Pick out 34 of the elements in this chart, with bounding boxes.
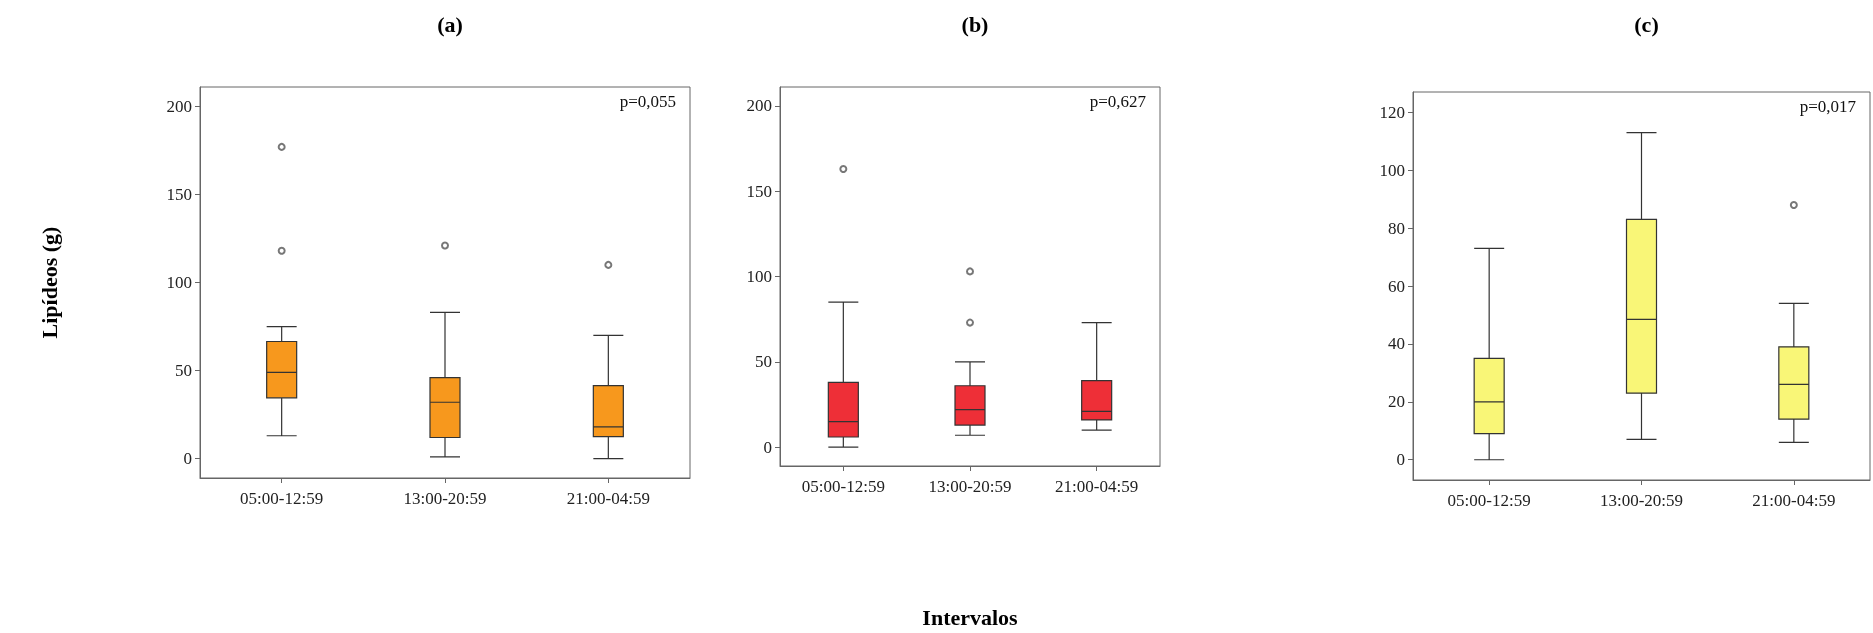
y-tick-label: 0 xyxy=(183,449,192,469)
y-tick-label: 150 xyxy=(746,181,772,201)
x-tick-label: 21:00-04:59 xyxy=(566,489,650,508)
annotation: p=0,017 xyxy=(1799,97,1857,116)
y-tick-label: 80 xyxy=(1388,218,1405,238)
chart-title: (a) xyxy=(437,11,463,37)
x-axis-title: Intervalos xyxy=(922,604,1019,630)
y-tick-label: 150 xyxy=(166,184,192,204)
y-tick-label: 100 xyxy=(746,267,772,286)
x-tick-label: 21:00-04:59 xyxy=(1752,491,1836,510)
y-tick-label: 50 xyxy=(755,352,772,372)
y-tick-label: 0 xyxy=(763,437,772,457)
y-tick-label: 200 xyxy=(166,96,192,116)
y-tick-label: 40 xyxy=(1388,334,1405,354)
x-tick-label: 21:00-04:59 xyxy=(1055,477,1139,496)
x-tick-label: 05:00-12:59 xyxy=(240,489,324,508)
x-tick-label: 13:00-20:59 xyxy=(1599,491,1684,510)
x-tick-label: 05:00-12:59 xyxy=(801,477,885,496)
y-tick-label: 100 xyxy=(166,273,192,292)
y-axis-title: Lipídeos (g) xyxy=(36,226,62,339)
x-tick-label: 05:00-12:59 xyxy=(1447,491,1531,510)
y-tick-label: 0 xyxy=(1396,450,1405,470)
y-tick-label: 100 xyxy=(1379,160,1405,180)
y-tick-label: 200 xyxy=(746,96,772,116)
x-tick-label: 13:00-20:59 xyxy=(403,489,487,508)
y-tick-label: 50 xyxy=(175,361,192,381)
chart-title: (b) xyxy=(961,11,989,37)
y-tick-label: 120 xyxy=(1379,102,1405,122)
annotation: p=0,055 xyxy=(619,92,677,111)
annotation: p=0,627 xyxy=(1089,92,1147,111)
y-tick-label: 60 xyxy=(1388,276,1405,296)
chart-title: (c) xyxy=(1634,11,1659,37)
x-tick-label: 13:00-20:59 xyxy=(928,477,1012,496)
y-tick-label: 20 xyxy=(1388,392,1405,412)
